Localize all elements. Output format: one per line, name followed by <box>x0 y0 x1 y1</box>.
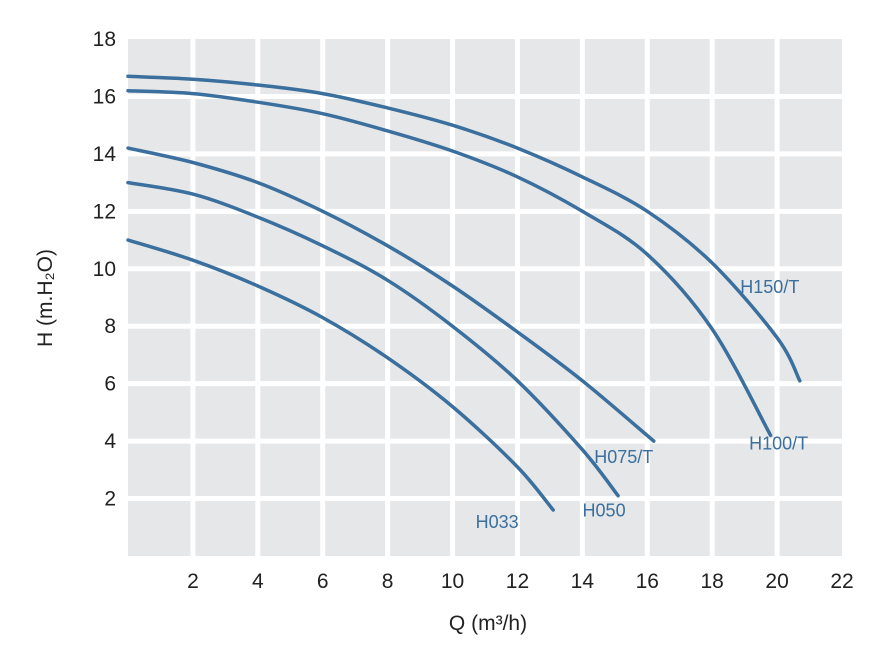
series-label-h150-t: H150/T <box>740 277 799 297</box>
y-axis-title: H (m.H₂O) <box>34 249 57 347</box>
series-line-h033 <box>126 238 555 512</box>
x-tick-label: 6 <box>317 570 329 593</box>
x-tick-label: 22 <box>830 570 853 593</box>
series-label-h075-t: H075/T <box>594 447 653 467</box>
y-tick-label: 14 <box>93 143 117 166</box>
y-tick-label: 12 <box>93 200 116 223</box>
y-tick-label: 16 <box>93 85 116 108</box>
x-tick-label: 10 <box>441 570 464 593</box>
y-tick-label: 18 <box>93 28 116 51</box>
x-tick-label: 2 <box>187 570 199 593</box>
series-label-h100-t: H100/T <box>749 433 808 453</box>
x-tick-label: 8 <box>382 570 394 593</box>
x-tick-label: 12 <box>506 570 529 593</box>
series-label-h033: H033 <box>476 512 519 532</box>
series-line-h100-t <box>126 88 773 438</box>
x-tick-label: 14 <box>571 570 595 593</box>
y-tick-label: 6 <box>104 373 116 396</box>
x-tick-label: 4 <box>252 570 264 593</box>
x-tick-label: 20 <box>765 570 788 593</box>
y-tick-label: 10 <box>93 258 116 281</box>
series-label-h050: H050 <box>583 501 626 521</box>
y-tick-label: 8 <box>104 315 116 338</box>
series-line-h150-t <box>126 74 802 383</box>
x-tick-label: 18 <box>701 570 724 593</box>
y-tick-label: 2 <box>104 488 116 511</box>
series-line-h050 <box>126 180 620 498</box>
y-tick-label: 4 <box>104 430 116 453</box>
x-tick-label: 16 <box>636 570 659 593</box>
series-line-h075-t <box>126 146 656 443</box>
x-axis-title: Q (m³/h) <box>449 612 527 635</box>
plot-area <box>128 39 842 556</box>
